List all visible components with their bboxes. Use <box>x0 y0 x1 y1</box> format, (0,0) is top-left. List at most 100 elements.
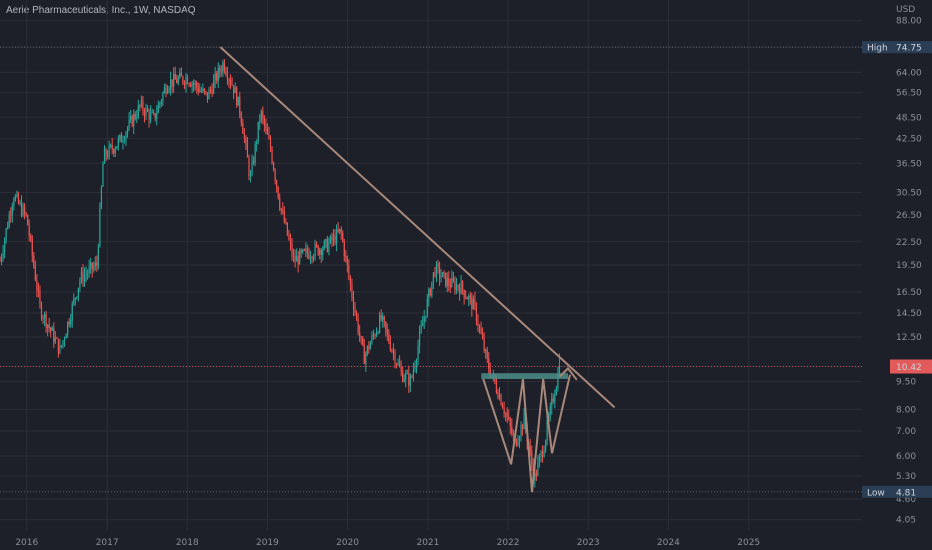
candle-body <box>431 281 433 296</box>
high-tag <box>862 41 932 54</box>
candle-body <box>452 277 454 281</box>
candle-body <box>128 119 130 128</box>
candle-body <box>288 235 290 240</box>
candle-body <box>411 376 413 378</box>
candle-body <box>500 394 502 405</box>
high-tag-label: High <box>867 44 888 54</box>
candle-body <box>83 274 86 282</box>
y-tick-label: 16.50 <box>896 288 922 298</box>
candle-body <box>382 316 384 320</box>
candle-body <box>16 194 18 197</box>
candle-body <box>249 174 252 176</box>
candle-body <box>62 340 64 346</box>
candle-body <box>417 346 419 361</box>
candle-body <box>435 264 438 277</box>
candle-body <box>449 285 451 287</box>
candle-body <box>266 128 269 135</box>
candle-body <box>157 104 159 113</box>
candle-body <box>217 67 219 81</box>
y-tick-label: 64.00 <box>896 68 922 78</box>
candle-body <box>348 265 350 277</box>
candle-body <box>515 439 518 446</box>
candle-body <box>543 450 545 457</box>
candle-body <box>552 398 554 402</box>
candle-body <box>505 413 507 415</box>
candle-body <box>146 108 149 112</box>
candle-body <box>260 110 262 121</box>
candle-body <box>434 272 436 277</box>
y-tick-label: 26.50 <box>896 211 922 221</box>
candle-body <box>263 117 265 126</box>
candle-body <box>283 211 285 223</box>
candle-body <box>469 296 471 298</box>
candle-body <box>94 262 96 267</box>
arrow-annotation <box>559 366 578 381</box>
candle-body <box>451 277 453 287</box>
candle-body <box>111 145 113 150</box>
x-tick-label: 2019 <box>256 538 279 548</box>
candle-body <box>342 232 344 242</box>
candle-body <box>57 338 60 354</box>
candle-body <box>495 381 498 392</box>
candle-body <box>457 284 459 289</box>
candle-body <box>498 394 501 399</box>
y-tick-label: 5.30 <box>896 472 916 482</box>
candle-body <box>386 329 388 334</box>
candle-body <box>312 256 315 259</box>
candle-body <box>7 227 9 229</box>
low-tag-value: 4.81 <box>896 488 916 498</box>
x-tick-label: 2018 <box>176 538 199 548</box>
candle-body <box>478 326 481 328</box>
candle-body <box>103 149 106 164</box>
candle-body <box>2 252 4 258</box>
chart-title: Aerie Pharmaceuticals, Inc., 1W, NASDAQ <box>6 5 196 16</box>
candle-body <box>385 321 387 330</box>
candle-body <box>268 134 270 139</box>
candle-body <box>391 350 393 352</box>
candle-body <box>557 373 559 389</box>
candle-body <box>305 248 307 251</box>
y-tick-label: 9.50 <box>896 377 916 387</box>
last-price-tag <box>890 359 932 374</box>
w-pattern <box>482 374 571 493</box>
candle-body <box>529 446 531 452</box>
candle-body <box>169 79 172 89</box>
candle-body <box>425 316 427 318</box>
y-tick-label: 30.50 <box>896 188 922 198</box>
candle-body <box>165 87 167 94</box>
candle-body <box>236 87 238 106</box>
candle-body <box>142 100 144 111</box>
candle-body <box>345 256 347 258</box>
candle-body <box>10 214 12 216</box>
candle-body <box>506 413 508 418</box>
candle-body <box>296 256 298 262</box>
candle-body <box>206 92 209 100</box>
candle-body <box>48 324 50 328</box>
candle-body <box>558 366 561 374</box>
candle-body <box>223 62 225 71</box>
candle-body <box>19 202 21 204</box>
candle-body <box>119 135 121 139</box>
candle-body <box>508 417 510 419</box>
candle-body <box>368 346 370 350</box>
candle-body <box>234 87 236 94</box>
candle-body <box>549 406 551 417</box>
y-tick-label: 14.50 <box>896 309 922 319</box>
candle-body <box>383 316 385 322</box>
candle-body <box>466 297 468 300</box>
candle-body <box>302 249 304 253</box>
candle-body <box>346 256 348 266</box>
candle-body <box>82 271 84 282</box>
candle-body <box>251 161 253 175</box>
candle-body <box>399 362 401 367</box>
candle-body <box>193 83 195 85</box>
candle-body <box>200 90 202 92</box>
candle-body <box>306 248 308 254</box>
candle-body <box>151 112 153 114</box>
candle-body <box>252 161 255 163</box>
candle-body <box>462 281 464 291</box>
candle-body <box>17 194 20 204</box>
candle-body <box>418 332 421 347</box>
